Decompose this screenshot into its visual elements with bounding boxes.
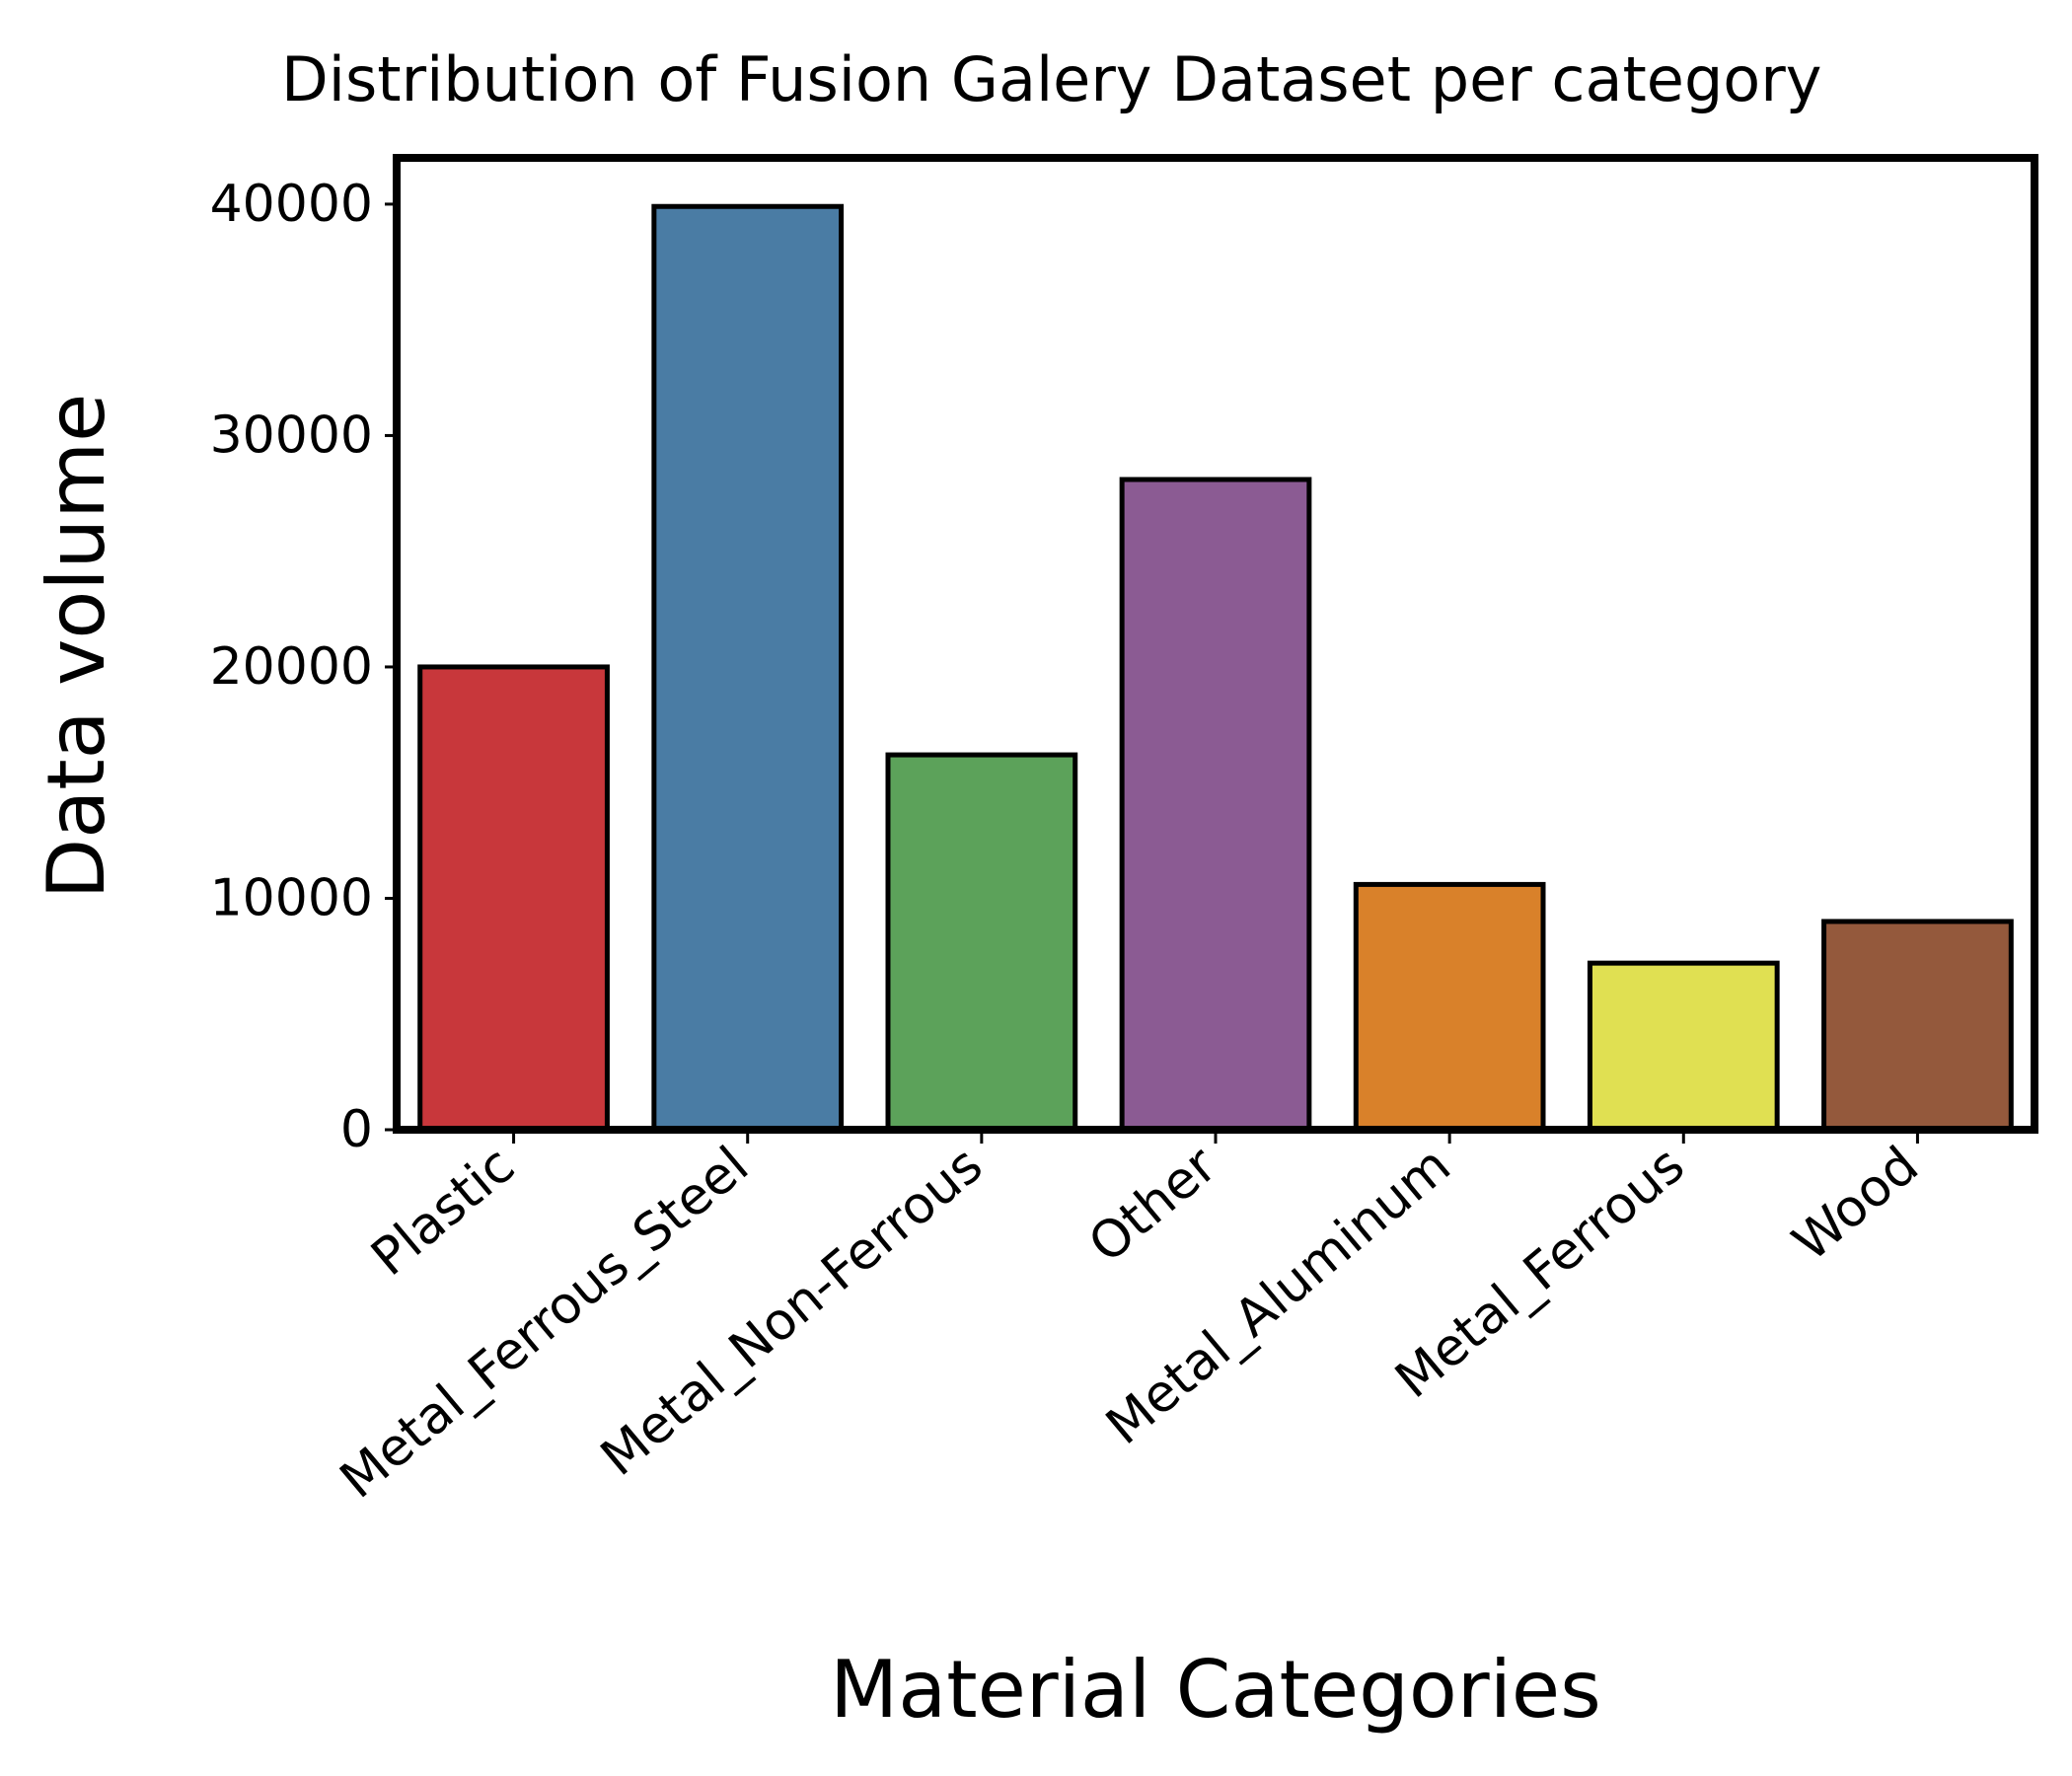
y-tick-label: 20000 — [210, 637, 373, 697]
y-axis-ticks: 0 10000 20000 30000 40000 — [210, 175, 397, 1159]
plot-area: 0 10000 20000 30000 40000 PlasticMetal_Ferro… — [210, 154, 2038, 1511]
y-tick-label: 40000 — [210, 175, 373, 234]
plot-frame — [393, 154, 2038, 1134]
y-tick-label: 30000 — [210, 406, 373, 465]
x-tick-label: Plastic — [361, 1136, 526, 1288]
bar-wood — [1821, 919, 2014, 1133]
bar-other — [1119, 477, 1312, 1133]
y-axis-label: Data volume — [31, 394, 122, 900]
bar-plastic — [417, 664, 610, 1133]
x-tick-label: Metal_Ferrous_Steel — [330, 1136, 760, 1511]
x-axis-ticks: PlasticMetal_Ferrous_SteelMetal_Non-Ferr… — [330, 1130, 1930, 1511]
bar-metal-ferrous-steel — [651, 203, 845, 1133]
x-tick-label: Metal_Non-Ferrous — [590, 1136, 994, 1488]
chart-title: Distribution of Fusion Galery Dataset pe… — [281, 43, 1821, 115]
x-tick-label: Other — [1078, 1136, 1228, 1275]
bars — [417, 203, 2014, 1133]
y-tick-label: 0 — [340, 1100, 373, 1159]
x-tick-label: Wood — [1782, 1136, 1930, 1273]
x-axis-label: Material Categories — [830, 1644, 1601, 1736]
bar-metal-non-ferrous — [885, 752, 1078, 1133]
bar-metal-ferrous — [1587, 960, 1780, 1133]
bar-metal-aluminum — [1353, 881, 1546, 1133]
y-tick-label: 10000 — [210, 868, 373, 927]
